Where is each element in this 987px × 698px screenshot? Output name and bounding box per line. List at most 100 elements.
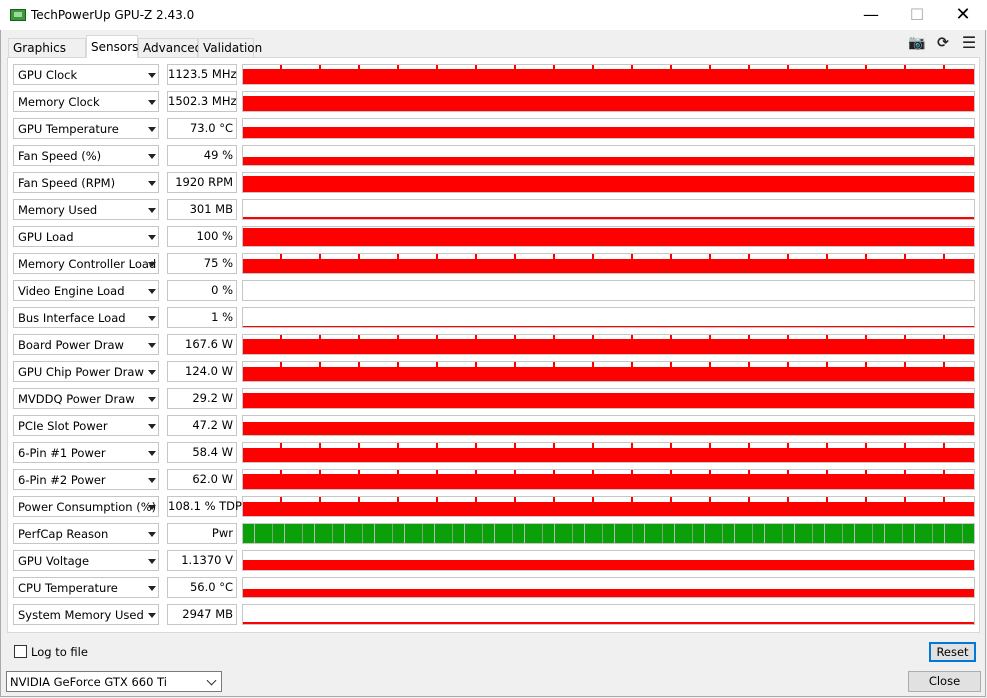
maximize-button[interactable]: ☐ xyxy=(909,5,925,24)
log-to-file-checkbox[interactable] xyxy=(14,645,27,658)
chevron-down-icon xyxy=(206,675,217,686)
sensor-name-dropdown[interactable]: Fan Speed (%) xyxy=(13,145,159,166)
sensor-name-dropdown[interactable]: GPU Load xyxy=(13,226,159,247)
tab-sensors[interactable]: Sensors xyxy=(86,35,138,58)
sensor-name-dropdown[interactable]: Video Engine Load xyxy=(13,280,159,301)
sensor-name-label: MVDDQ Power Draw xyxy=(18,392,135,406)
sensor-value: 301 MB xyxy=(167,199,237,220)
sensor-name-dropdown[interactable]: GPU Voltage xyxy=(13,550,159,571)
graph-spikes xyxy=(243,65,974,84)
sensor-name-label: GPU Clock xyxy=(18,68,78,82)
sensor-graph xyxy=(242,577,975,598)
sensor-value: 1920 RPM xyxy=(167,172,237,193)
sensor-row: PerfCap Reason Pwr xyxy=(13,523,975,544)
minimize-button[interactable]: — xyxy=(863,5,879,24)
sensor-name-dropdown[interactable]: Memory Used xyxy=(13,199,159,220)
sensor-row: Board Power Draw 167.6 W xyxy=(13,334,975,355)
sensor-row: Bus Interface Load 1 % xyxy=(13,307,975,328)
tab-advanced[interactable]: Advanced xyxy=(138,38,202,57)
sensor-name-label: Board Power Draw xyxy=(18,338,124,352)
sensor-name-dropdown[interactable]: Board Power Draw xyxy=(13,334,159,355)
sensor-name-dropdown[interactable]: Power Consumption (%) xyxy=(13,496,159,517)
sensor-graph xyxy=(242,550,975,571)
sensor-row: System Memory Used 2947 MB xyxy=(13,604,975,625)
dropdown-arrow-icon xyxy=(148,505,156,510)
sensor-name-dropdown[interactable]: Fan Speed (RPM) xyxy=(13,172,159,193)
sensor-value: Pwr xyxy=(167,523,237,544)
graph-fill xyxy=(243,326,974,327)
sensor-value: 1123.5 MHz xyxy=(167,64,237,85)
camera-icon[interactable]: 📷 xyxy=(908,35,926,51)
window-title: TechPowerUp GPU-Z 2.43.0 xyxy=(31,8,195,22)
menu-icon[interactable]: ☰ xyxy=(961,33,977,52)
graph-fill xyxy=(243,127,974,138)
close-button[interactable]: Close xyxy=(908,671,981,692)
sensor-graph xyxy=(242,91,975,112)
sensor-name-label: Bus Interface Load xyxy=(18,311,126,325)
sensor-value: 100 % xyxy=(167,226,237,247)
graph-spikes xyxy=(243,470,974,489)
sensor-row: Fan Speed (%) 49 % xyxy=(13,145,975,166)
sensor-name-label: CPU Temperature xyxy=(18,581,118,595)
sensor-name-dropdown[interactable]: MVDDQ Power Draw xyxy=(13,388,159,409)
sensor-graph xyxy=(242,334,975,355)
refresh-icon[interactable]: ⟳ xyxy=(937,35,949,51)
reset-button[interactable]: Reset xyxy=(929,642,976,662)
sensor-row: GPU Temperature 73.0 °C xyxy=(13,118,975,139)
graph-spikes xyxy=(243,497,974,516)
sensor-value: 56.0 °C xyxy=(167,577,237,598)
gpu-select[interactable]: NVIDIA GeForce GTX 660 Ti xyxy=(6,671,222,692)
sensor-name-dropdown[interactable]: GPU Clock xyxy=(13,64,159,85)
sensor-graph xyxy=(242,172,975,193)
sensor-graph xyxy=(242,523,975,544)
sensor-name-dropdown[interactable]: Memory Clock xyxy=(13,91,159,112)
sensor-value: 167.6 W xyxy=(167,334,237,355)
sensor-name-dropdown[interactable]: GPU Temperature xyxy=(13,118,159,139)
sensor-value: 73.0 °C xyxy=(167,118,237,139)
sensor-name-dropdown[interactable]: 6-Pin #2 Power xyxy=(13,469,159,490)
sensor-name-label: Fan Speed (RPM) xyxy=(18,176,116,190)
dropdown-arrow-icon xyxy=(148,208,156,213)
title-bar: TechPowerUp GPU-Z 2.43.0 — ☐ ✕ xyxy=(0,0,987,30)
sensor-name-dropdown[interactable]: Memory Controller Load xyxy=(13,253,159,274)
dropdown-arrow-icon xyxy=(148,424,156,429)
sensor-name-label: PerfCap Reason xyxy=(18,527,109,541)
dropdown-arrow-icon xyxy=(148,127,156,132)
dropdown-arrow-icon xyxy=(148,478,156,483)
dropdown-arrow-icon xyxy=(148,235,156,240)
sensor-name-label: GPU Load xyxy=(18,230,74,244)
tab-graphics-card[interactable]: Graphics Card xyxy=(8,38,86,74)
sensor-graph xyxy=(242,415,975,436)
sensor-name-label: System Memory Used xyxy=(18,608,144,622)
sensor-name-label: Memory Used xyxy=(18,203,98,217)
sensor-name-dropdown[interactable]: PCIe Slot Power xyxy=(13,415,159,436)
tab-validation[interactable]: Validation xyxy=(198,38,262,57)
graph-fill xyxy=(243,560,974,570)
dropdown-arrow-icon xyxy=(148,100,156,105)
graph-spikes xyxy=(243,254,974,273)
graph-fill xyxy=(243,393,974,408)
sensor-graph xyxy=(242,226,975,247)
sensor-value: 1502.3 MHz xyxy=(167,91,237,112)
sensor-name-dropdown[interactable]: CPU Temperature xyxy=(13,577,159,598)
sensor-row: 6-Pin #2 Power 62.0 W xyxy=(13,469,975,490)
gpu-z-app-icon xyxy=(10,9,26,21)
sensor-name-dropdown[interactable]: PerfCap Reason xyxy=(13,523,159,544)
sensor-graph xyxy=(242,388,975,409)
sensor-name-dropdown[interactable]: System Memory Used xyxy=(13,604,159,625)
graph-fill xyxy=(243,228,974,246)
perfcap-stripes xyxy=(243,524,974,543)
sensor-name-dropdown[interactable]: GPU Chip Power Draw xyxy=(13,361,159,382)
dropdown-arrow-icon xyxy=(148,613,156,618)
sensor-name-dropdown[interactable]: Bus Interface Load xyxy=(13,307,159,328)
sensor-row: PCIe Slot Power 47.2 W xyxy=(13,415,975,436)
close-window-button[interactable]: ✕ xyxy=(955,4,971,25)
sensor-graph xyxy=(242,253,975,274)
sensor-name-label: PCIe Slot Power xyxy=(18,419,108,433)
dropdown-arrow-icon xyxy=(148,370,156,375)
dropdown-arrow-icon xyxy=(148,343,156,348)
dropdown-arrow-icon xyxy=(148,397,156,402)
sensor-value: 62.0 W xyxy=(167,469,237,490)
sensor-name-dropdown[interactable]: 6-Pin #1 Power xyxy=(13,442,159,463)
dropdown-arrow-icon xyxy=(148,154,156,159)
